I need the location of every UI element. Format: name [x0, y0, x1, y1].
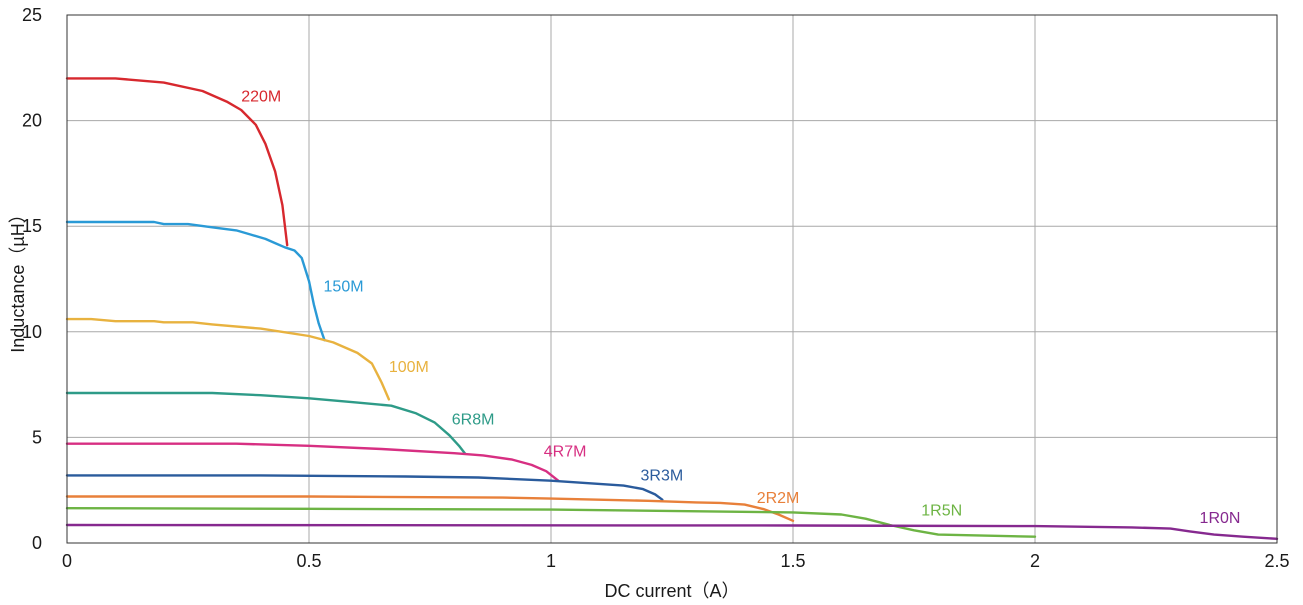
y-tick-label: 0	[32, 533, 42, 553]
series-label-100m: 100M	[389, 359, 429, 376]
series-line-1r0n	[65, 523, 1279, 540]
series-label-1r5n: 1R5N	[921, 503, 962, 520]
series-line-4r7m	[65, 442, 560, 482]
series-line-100m	[65, 317, 391, 401]
series-line-220m	[65, 77, 289, 247]
y-tick-label: 5	[32, 427, 42, 447]
series-label-4r7m: 4R7M	[544, 443, 587, 460]
y-tick-label: 20	[22, 111, 42, 131]
series-label-3r3m: 3R3M	[641, 468, 684, 485]
series-label-6r8m: 6R8M	[452, 412, 495, 429]
x-tick-label: 0.5	[296, 551, 321, 571]
x-tick-label: 1	[546, 551, 556, 571]
series-labels: 220M 150M 100M 6R8M 4R7M 3R3M 2R2M 1R5N 1R0N	[241, 89, 1240, 527]
series-label-1r0n: 1R0N	[1200, 510, 1241, 527]
y-tick-label: 15	[22, 216, 42, 236]
x-tick-label: 2	[1030, 551, 1040, 571]
series-line-150m	[65, 220, 326, 342]
series	[65, 77, 1279, 540]
plot-area-frame	[66, 14, 1278, 544]
x-tick-label: 1.5	[780, 551, 805, 571]
y-tick-label: 10	[22, 322, 42, 342]
series-line-1r5n	[65, 507, 1037, 538]
series-line-3r3m	[65, 474, 664, 501]
series-label-2r2m: 2R2M	[757, 490, 800, 507]
x-axis-title: DC current（A）	[604, 581, 739, 601]
x-tick-label: 2.5	[1264, 551, 1289, 571]
y-tick-label: 25	[22, 5, 42, 25]
tick-labels: 0 0.5 1 1.5 2 2.5 0 5 10 15 20 25	[22, 5, 1290, 571]
x-tick-label: 0	[62, 551, 72, 571]
series-line-6r8m	[65, 391, 466, 455]
y-axis-title: Inductance（µH）	[8, 205, 28, 352]
series-label-150m: 150M	[324, 279, 364, 296]
series-label-220m: 220M	[241, 89, 281, 106]
